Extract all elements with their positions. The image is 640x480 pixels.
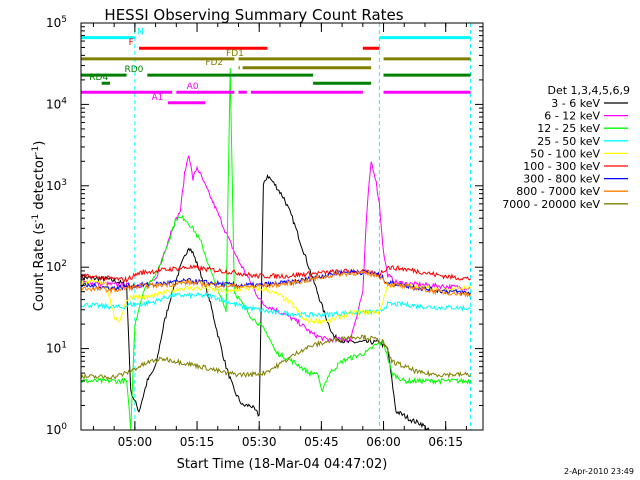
series-line bbox=[81, 270, 472, 298]
y-tick-label: 100 bbox=[46, 422, 67, 437]
y-tick-label: 104 bbox=[46, 96, 67, 111]
x-tick-label: 05:15 bbox=[180, 435, 215, 449]
x-tick-label: 06:15 bbox=[428, 435, 463, 449]
legend-entry-label: 7000 - 20000 keV bbox=[502, 198, 600, 211]
series-line bbox=[81, 334, 472, 381]
series-line bbox=[81, 264, 471, 283]
series-line bbox=[81, 173, 430, 430]
legend-entry-label: 300 - 800 keV bbox=[523, 173, 600, 186]
y-axis: 100 101 102 103 104 105 bbox=[46, 15, 483, 437]
state-bar-label: N bbox=[137, 28, 144, 38]
state-bar-label: FD2 bbox=[205, 58, 223, 68]
x-tick-label: 05:45 bbox=[304, 435, 339, 449]
legend-entry-label: 50 - 100 keV bbox=[530, 147, 600, 160]
x-axis-label: Start Time (18-Mar-04 04:47:02) bbox=[177, 457, 388, 472]
legend-header: Det 1,3,4,5,6,9 bbox=[547, 84, 630, 97]
chart-title: HESSI Observing Summary Count Rates bbox=[104, 6, 403, 24]
state-bar-label: F bbox=[129, 38, 134, 48]
legend-entry-label: 100 - 300 keV bbox=[523, 160, 600, 173]
y-tick-label: 102 bbox=[46, 259, 67, 274]
state-bar-label: A1 bbox=[151, 93, 163, 103]
y-tick-label: 101 bbox=[46, 341, 67, 356]
x-axis: 05:00 05:15 05:30 05:45 06:00 06:15 bbox=[92, 23, 467, 449]
series-line bbox=[81, 291, 471, 319]
x-tick-label: 06:00 bbox=[366, 435, 401, 449]
legend-entry-label: 12 - 25 keV bbox=[537, 122, 600, 135]
legend-entry-label: 6 - 12 keV bbox=[544, 110, 600, 123]
y-axis-label: Count Rate (s-1 detector-1) bbox=[31, 141, 47, 312]
footer-date: 2-Apr-2010 23:49 bbox=[564, 467, 634, 476]
series-line bbox=[81, 67, 472, 430]
x-tick-label: 05:00 bbox=[118, 435, 153, 449]
x-tick-label: 05:30 bbox=[242, 435, 277, 449]
state-bar-label: FD1 bbox=[226, 49, 244, 59]
series-group bbox=[81, 67, 472, 430]
state-bar-label: A0 bbox=[187, 82, 199, 92]
state-bar-label: RD0 bbox=[125, 65, 144, 75]
state-bar-label: RD4 bbox=[89, 73, 108, 83]
plot-frame bbox=[80, 22, 484, 431]
y-tick-label: 103 bbox=[46, 178, 67, 193]
legend-entry-label: 25 - 50 keV bbox=[537, 135, 600, 148]
vertical-markers bbox=[134, 23, 472, 430]
legend-entry-label: 800 - 7000 keV bbox=[516, 185, 600, 198]
legend-entry-label: 3 - 6 keV bbox=[551, 97, 600, 110]
y-tick-label: 105 bbox=[46, 15, 67, 30]
